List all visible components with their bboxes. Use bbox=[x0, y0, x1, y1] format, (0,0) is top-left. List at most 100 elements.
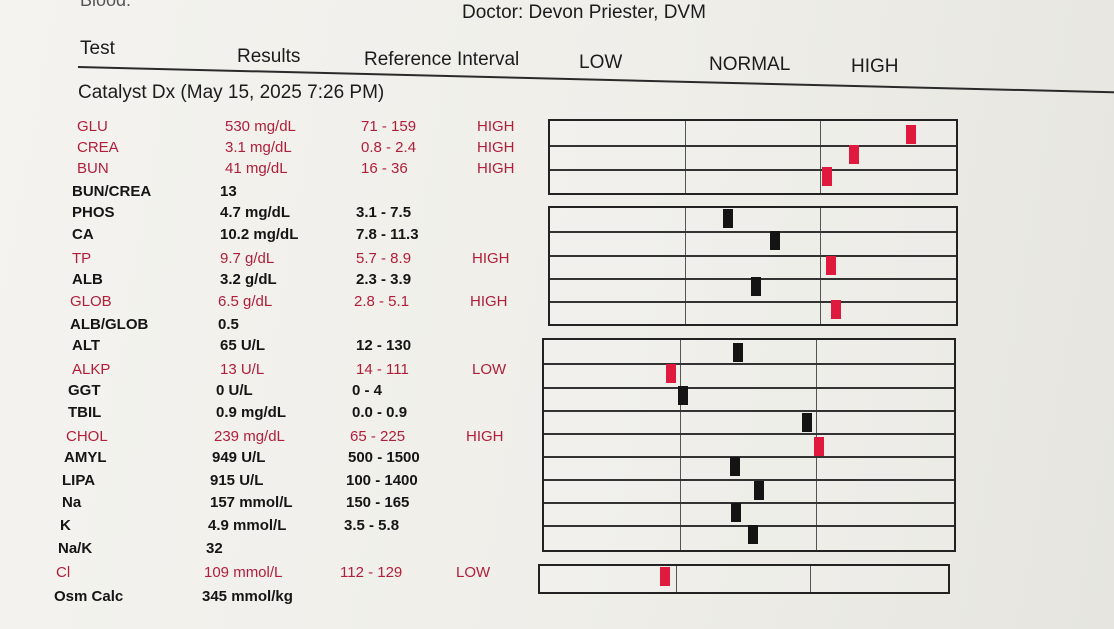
reference-interval: 14 - 111 bbox=[356, 361, 409, 378]
range-grid-group-3 bbox=[542, 338, 956, 552]
result-value: 6.5 g/dL bbox=[218, 293, 273, 310]
range-marker bbox=[660, 567, 670, 586]
test-name: GLU bbox=[77, 118, 108, 135]
result-value: 915 U/L bbox=[210, 472, 264, 489]
result-value: 3.1 mg/dL bbox=[225, 139, 292, 156]
test-name: ALT bbox=[72, 337, 101, 354]
reference-interval: 65 - 225 bbox=[350, 428, 406, 445]
test-name: GGT bbox=[68, 382, 101, 399]
reference-interval: 16 - 36 bbox=[361, 160, 408, 177]
reference-interval: 3.1 - 7.5 bbox=[356, 204, 412, 221]
result-value: 949 U/L bbox=[212, 449, 266, 466]
result-value: 41 mg/dL bbox=[225, 160, 288, 177]
test-name: ALB bbox=[72, 271, 103, 288]
test-name: CA bbox=[72, 226, 94, 243]
test-name: Na/K bbox=[58, 540, 93, 557]
range-marker bbox=[754, 481, 764, 500]
reference-interval: 150 - 165 bbox=[346, 494, 410, 511]
result-value: 10.2 mg/dL bbox=[220, 226, 299, 243]
test-name: PHOS bbox=[72, 204, 115, 221]
result-flag: LOW bbox=[456, 564, 491, 581]
reference-interval: 2.8 - 5.1 bbox=[354, 293, 410, 310]
result-value: 13 bbox=[220, 183, 237, 200]
test-name: TBIL bbox=[68, 404, 102, 421]
test-name: TP bbox=[72, 250, 92, 267]
range-marker bbox=[748, 525, 758, 544]
test-name: Cl bbox=[56, 564, 71, 581]
range-marker bbox=[723, 209, 733, 228]
reference-interval: 3.5 - 5.8 bbox=[344, 517, 400, 534]
range-marker bbox=[666, 364, 676, 383]
result-value: 0.9 mg/dL bbox=[216, 404, 287, 421]
range-marker bbox=[751, 277, 761, 296]
reference-interval: 7.8 - 11.3 bbox=[356, 226, 419, 243]
test-name: BUN/CREA bbox=[72, 183, 152, 200]
range-marker bbox=[822, 167, 832, 186]
result-flag: HIGH bbox=[470, 293, 508, 310]
result-value: 530 mg/dL bbox=[225, 118, 296, 135]
reference-interval: 0.0 - 0.9 bbox=[352, 404, 408, 421]
top-fragment-label: Blood: bbox=[80, 0, 132, 10]
result-value: 4.7 mg/dL bbox=[220, 204, 291, 221]
range-marker bbox=[831, 300, 841, 319]
test-name: ALKP bbox=[72, 361, 111, 378]
test-name: K bbox=[60, 517, 71, 534]
result-flag: HIGH bbox=[477, 139, 515, 156]
test-name: GLOB bbox=[70, 293, 112, 310]
range-marker bbox=[730, 457, 740, 476]
header-test: Test bbox=[80, 38, 115, 59]
range-marker bbox=[731, 503, 741, 522]
test-name: AMYL bbox=[64, 449, 107, 466]
range-marker bbox=[770, 231, 780, 250]
doctor-name: Doctor: Devon Priester, DVM bbox=[462, 2, 706, 23]
reference-interval: 71 - 159 bbox=[361, 118, 417, 135]
header-normal: NORMAL bbox=[709, 54, 791, 75]
range-grid-group-1 bbox=[548, 119, 958, 195]
reference-interval: 0 - 4 bbox=[352, 382, 383, 399]
result-value: 3.2 g/dL bbox=[220, 271, 277, 288]
result-value: 9.7 g/dL bbox=[220, 250, 275, 267]
result-value: 0 U/L bbox=[216, 382, 253, 399]
reference-interval: 112 - 129 bbox=[340, 564, 403, 581]
range-marker bbox=[814, 437, 824, 456]
test-name: CHOL bbox=[66, 428, 108, 445]
reference-interval: 500 - 1500 bbox=[348, 449, 420, 466]
result-value: 239 mg/dL bbox=[214, 428, 285, 445]
header-high: HIGH bbox=[851, 56, 899, 77]
result-value: 157 mmol/L bbox=[210, 494, 293, 511]
result-value: 32 bbox=[206, 540, 223, 557]
range-marker bbox=[906, 125, 916, 144]
result-flag: HIGH bbox=[477, 160, 515, 177]
range-marker bbox=[849, 145, 859, 164]
test-name: ALB/GLOB bbox=[70, 316, 149, 333]
range-grid-cl bbox=[538, 564, 950, 594]
test-name: Osm Calc bbox=[54, 588, 124, 605]
reference-interval: 2.3 - 3.9 bbox=[356, 271, 412, 288]
test-name: Na bbox=[62, 494, 82, 511]
test-name: CREA bbox=[77, 139, 119, 156]
test-name: LIPA bbox=[62, 472, 96, 489]
section-title: Catalyst Dx (May 15, 2025 7:26 PM) bbox=[78, 82, 385, 103]
reference-interval: 12 - 130 bbox=[356, 337, 412, 354]
result-value: 65 U/L bbox=[220, 337, 266, 354]
header-low: LOW bbox=[579, 52, 623, 73]
result-value: 109 mmol/L bbox=[204, 564, 283, 581]
header-reference: Reference Interval bbox=[364, 49, 520, 70]
range-grid-group-2 bbox=[548, 206, 958, 326]
result-value: 0.5 bbox=[218, 316, 239, 333]
result-flag: LOW bbox=[472, 361, 507, 378]
reference-interval: 5.7 - 8.9 bbox=[356, 250, 412, 267]
result-flag: HIGH bbox=[466, 428, 504, 445]
result-flag: HIGH bbox=[472, 250, 510, 267]
reference-interval: 100 - 1400 bbox=[346, 472, 418, 489]
range-marker bbox=[826, 256, 836, 275]
range-marker bbox=[802, 413, 812, 432]
header-results: Results bbox=[237, 46, 301, 67]
result-value: 13 U/L bbox=[220, 361, 265, 378]
result-flag: HIGH bbox=[477, 118, 515, 135]
test-name: BUN bbox=[77, 160, 109, 177]
range-marker bbox=[678, 386, 688, 405]
result-value: 4.9 mmol/L bbox=[208, 517, 287, 534]
result-value: 345 mmol/kg bbox=[202, 588, 293, 605]
